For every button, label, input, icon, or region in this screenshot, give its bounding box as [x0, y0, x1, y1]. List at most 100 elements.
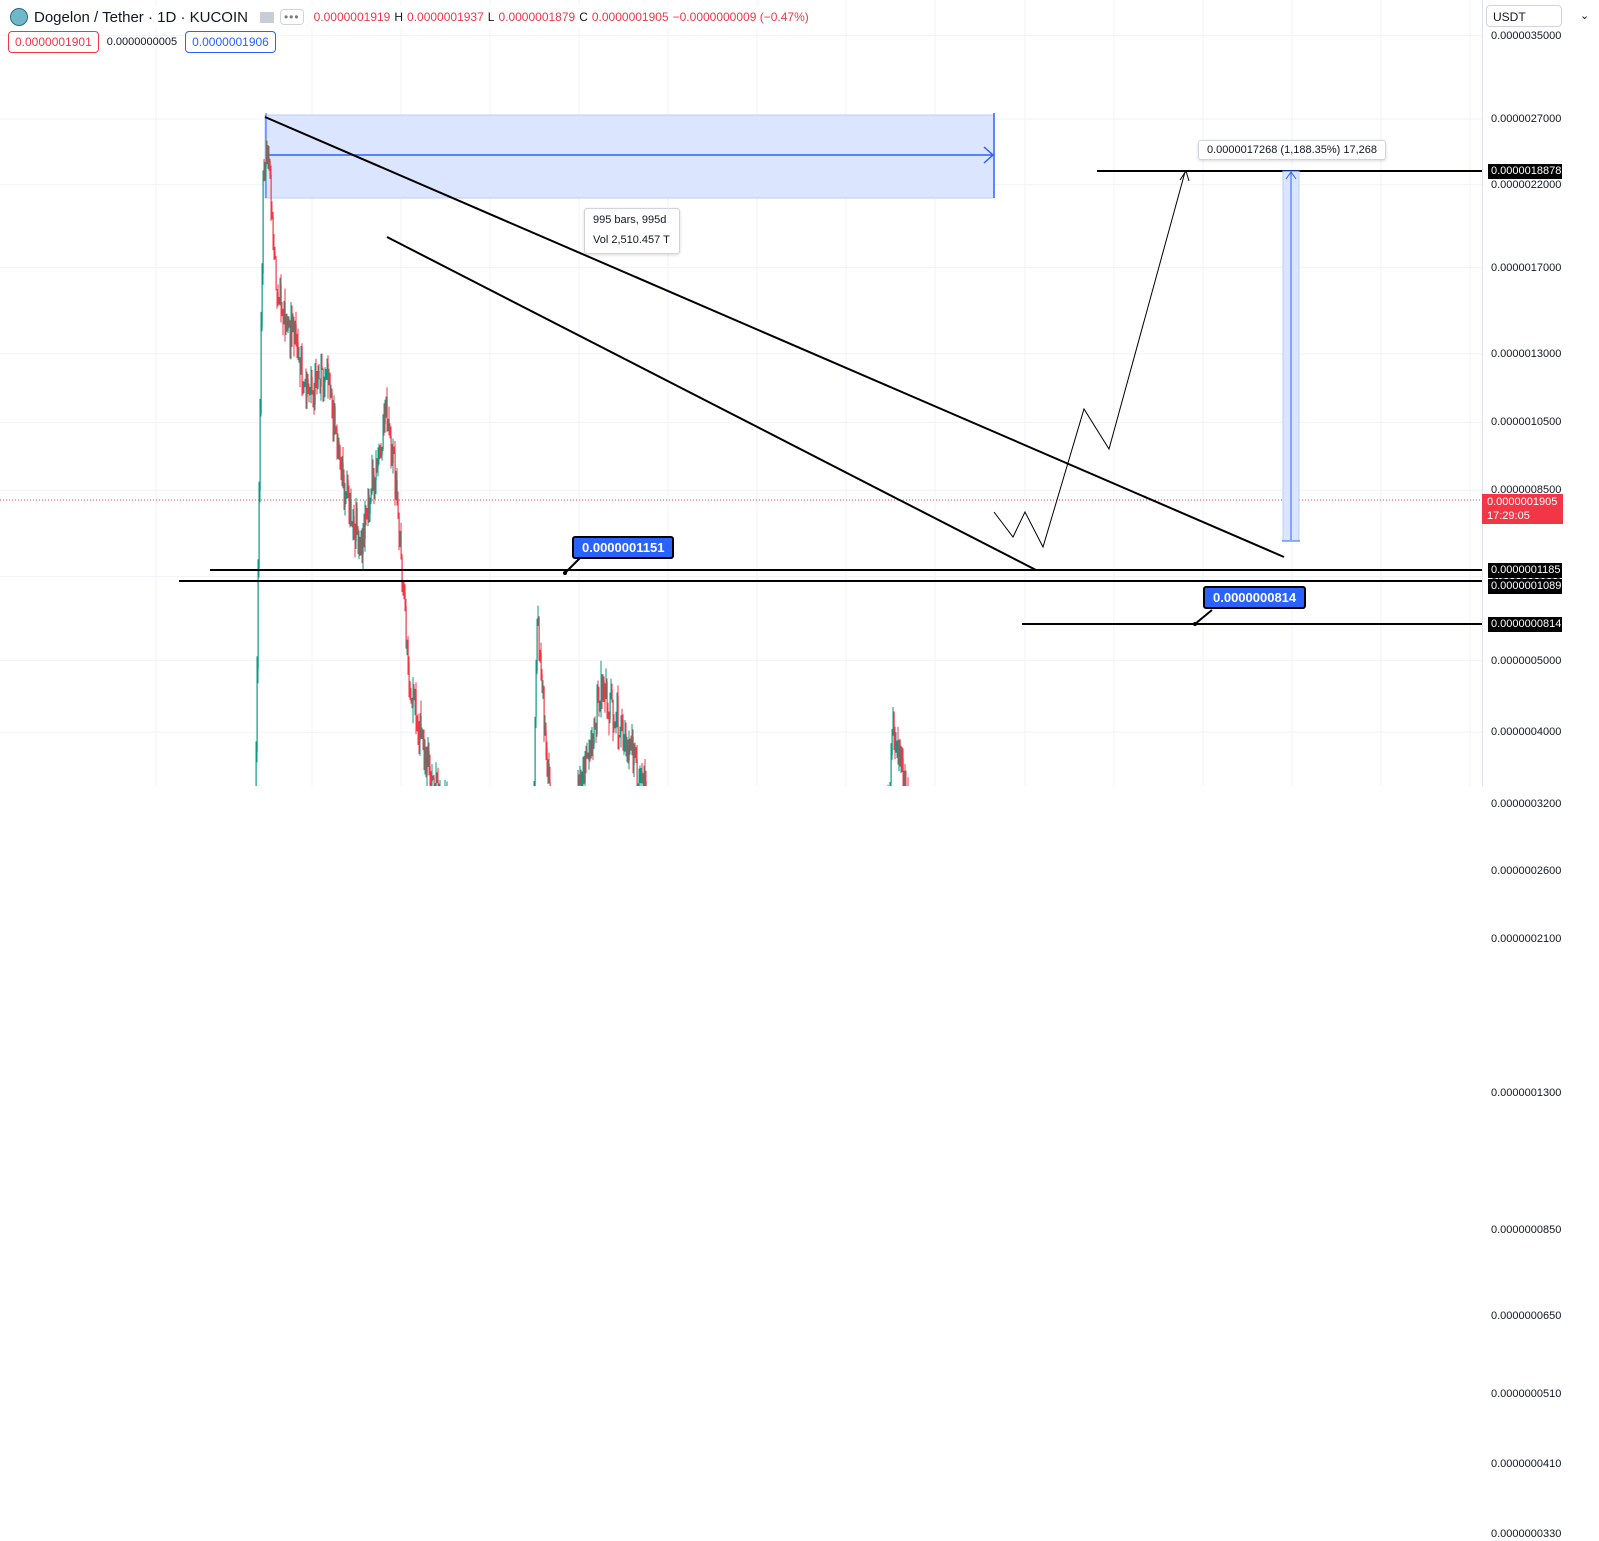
candle: [371, 454, 373, 495]
candle-body: [903, 776, 905, 786]
candle-body: [625, 734, 627, 753]
bar-countdown: 17:29:05: [1487, 510, 1530, 522]
candle: [905, 770, 907, 786]
lower-trendline[interactable]: [386, 236, 1037, 571]
candle-body: [357, 528, 359, 550]
candle: [608, 711, 610, 736]
candle: [342, 446, 344, 489]
candle: [614, 721, 616, 729]
candle-body: [393, 448, 395, 452]
candle: [303, 381, 305, 394]
candle-body: [622, 720, 624, 743]
candle: [332, 400, 334, 442]
currency-select[interactable]: USDT: [1486, 5, 1562, 27]
candle-body: [403, 585, 405, 593]
candle: [367, 487, 369, 527]
candle-body: [375, 462, 377, 480]
candle: [581, 771, 583, 786]
more-options-button[interactable]: •••: [279, 9, 304, 25]
candle: [324, 367, 326, 398]
candle: [285, 314, 287, 336]
candle-body: [311, 376, 313, 391]
candle-body: [293, 324, 295, 344]
candle-body: [892, 711, 894, 734]
candle: [376, 458, 378, 473]
candle-body: [417, 723, 419, 730]
candle-body: [548, 763, 550, 782]
candle-body: [636, 758, 638, 786]
candle: [369, 497, 371, 523]
candle: [262, 170, 264, 285]
candle-body: [314, 373, 316, 405]
candle-body: [308, 388, 310, 395]
candle: [425, 746, 427, 778]
symbol-title[interactable]: Dogelon / Tether · 1D · KUCOIN: [34, 8, 248, 26]
candle: [624, 720, 626, 752]
candle: [305, 368, 307, 409]
projection-path[interactable]: [993, 171, 1186, 549]
candle: [287, 316, 289, 334]
candle-body: [900, 750, 902, 766]
candle-body: [600, 674, 602, 707]
candle-body: [534, 717, 536, 786]
candle-body: [420, 715, 422, 733]
candle-body: [359, 538, 361, 550]
spread-value: 0.0000000005: [106, 36, 178, 48]
price-tick-label: 0.0000000510: [1491, 1387, 1562, 1400]
candle-body: [349, 501, 351, 519]
candle-body: [338, 441, 340, 447]
projection-arrowhead: [1179, 169, 1190, 182]
candle-body: [328, 373, 330, 385]
candle-body: [421, 730, 423, 733]
level-label-1185: 0.0000001185: [1488, 563, 1562, 578]
high-key: H: [394, 10, 404, 24]
range-volume-text: Vol 2,510.457 T: [593, 234, 670, 246]
quote-bar: 0.0000001901 0.0000000005 0.0000001906: [8, 31, 276, 53]
candle-body: [281, 312, 283, 315]
price-tick-label: 0.0000022000: [1491, 178, 1562, 191]
candle: [257, 559, 259, 684]
candle: [414, 688, 416, 716]
candle: [896, 740, 898, 759]
candle: [306, 371, 308, 410]
candle-body: [364, 509, 366, 540]
candle-body: [324, 373, 326, 382]
candle-body: [426, 758, 428, 776]
candle: [593, 718, 595, 749]
candle: [298, 346, 300, 363]
candle-body: [388, 419, 390, 435]
upper-trendline[interactable]: [264, 116, 1285, 558]
chevron-down-icon[interactable]: ⌄: [1580, 10, 1590, 22]
candle-body: [268, 158, 270, 161]
support-callout-1151[interactable]: 0.0000001151: [572, 536, 675, 559]
range-measure-box[interactable]: [264, 114, 995, 199]
price-chart[interactable]: [0, 0, 1599, 786]
candle: [340, 457, 342, 481]
sell-button[interactable]: 0.0000001901: [8, 31, 99, 53]
candle: [331, 388, 333, 419]
candle-body: [549, 781, 551, 786]
candle-body: [607, 712, 609, 714]
candle-body: [344, 498, 346, 508]
target-callout-814[interactable]: 0.0000000814: [1203, 586, 1307, 609]
candle-body: [621, 719, 623, 721]
candle-body: [348, 495, 350, 519]
candle: [399, 530, 401, 548]
price-axis[interactable]: [1482, 0, 1599, 786]
candle-body: [412, 689, 414, 708]
candle: [273, 234, 275, 261]
buy-button[interactable]: 0.0000001906: [185, 31, 276, 53]
candle-body: [542, 686, 544, 688]
candle: [618, 734, 620, 750]
candle: [890, 743, 892, 786]
candle-body: [337, 441, 339, 449]
candle-body: [635, 757, 637, 759]
candle: [541, 668, 543, 694]
candle-body: [305, 383, 307, 398]
candle: [547, 759, 549, 785]
candle: [549, 766, 551, 786]
candle-body: [898, 740, 900, 764]
candle: [272, 211, 274, 251]
candle: [582, 756, 584, 786]
flag-icon[interactable]: [259, 11, 274, 23]
